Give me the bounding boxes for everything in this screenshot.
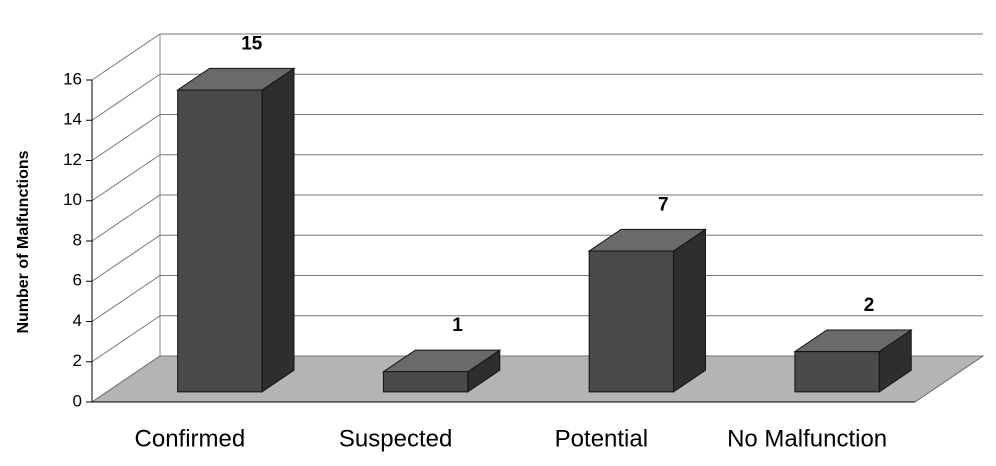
bar — [588, 250, 675, 393]
grid-line — [91, 33, 983, 81]
y-axis-label: Number of Malfunctions — [15, 150, 32, 333]
x-tick-label: Potential — [555, 425, 648, 452]
x-tick-label: Suspected — [339, 425, 452, 452]
bar — [794, 351, 880, 393]
y-tick-label: 4 — [73, 311, 82, 330]
value-label: 1 — [452, 315, 463, 336]
x-tick-label: No Malfunction — [727, 425, 887, 452]
bar — [177, 89, 263, 393]
y-tick-label: 14 — [63, 110, 82, 129]
y-tick-label: 6 — [73, 271, 82, 290]
grid-line — [91, 114, 983, 161]
y-tick-label: 0 — [73, 391, 82, 410]
bar — [382, 371, 469, 393]
grid-line — [91, 154, 983, 202]
value-label: 2 — [864, 295, 875, 316]
grid-line — [91, 234, 983, 282]
y-tick-label: 8 — [73, 230, 82, 249]
grid-line — [91, 73, 983, 121]
x-tick-label: Confirmed — [135, 425, 246, 452]
y-tick-label: 12 — [63, 150, 82, 169]
grid-line — [91, 355, 983, 403]
value-label: 15 — [241, 33, 263, 54]
grid-line — [91, 315, 983, 363]
grid-line — [91, 194, 983, 242]
y-tick-label: 16 — [63, 69, 82, 88]
value-label: 7 — [658, 194, 669, 215]
bar-side — [673, 228, 706, 393]
grid-line — [91, 275, 983, 322]
bar-side — [261, 67, 295, 393]
y-tick-label: 10 — [63, 190, 82, 209]
y-tick-label: 2 — [73, 351, 82, 370]
